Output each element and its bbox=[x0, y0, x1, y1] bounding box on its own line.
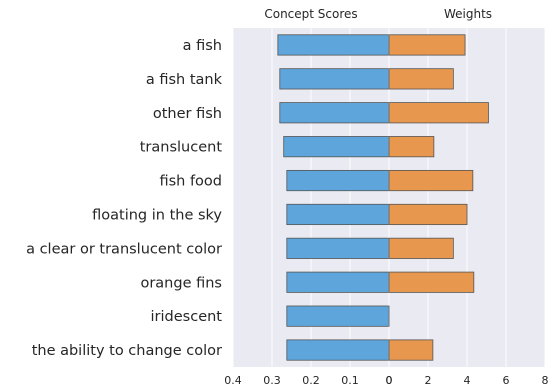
weight-x-tick-label: 2 bbox=[425, 374, 432, 387]
category-label: translucent bbox=[140, 140, 223, 156]
category-label: the ability to change color bbox=[32, 343, 222, 359]
weight-bar bbox=[388, 237, 454, 259]
concept-score-x-tick-label: 0.1 bbox=[341, 374, 359, 387]
weight-x-tick-label: 8 bbox=[542, 374, 549, 387]
left-panel-title: Concept Scores bbox=[264, 7, 357, 21]
concept-score-bar bbox=[286, 203, 390, 226]
category-label: a fish bbox=[183, 38, 222, 54]
category-label: orange fins bbox=[140, 275, 222, 291]
category-label: iridescent bbox=[151, 309, 223, 325]
weight-bar bbox=[388, 271, 475, 293]
weight-bar bbox=[388, 68, 454, 90]
concept-score-bar bbox=[286, 305, 390, 327]
weight-x-tick-label: 4 bbox=[464, 374, 471, 387]
weight-bar bbox=[388, 339, 434, 361]
category-label: a fish tank bbox=[146, 72, 223, 88]
right-panel-title: Weights bbox=[444, 7, 492, 21]
category-label: other fish bbox=[153, 106, 222, 122]
weight-x-tick-label: 6 bbox=[503, 374, 510, 387]
concept-score-x-tick-label: 0.2 bbox=[302, 374, 320, 387]
concept-score-x-tick-label: 0.4 bbox=[224, 374, 242, 387]
weight-bar bbox=[388, 136, 435, 158]
category-label: floating in the sky bbox=[92, 207, 222, 223]
category-labels: a fish a fish tank other fish translucent fi… bbox=[26, 38, 223, 359]
concept-score-bar bbox=[286, 169, 390, 192]
weight-bar bbox=[388, 34, 466, 56]
concept-score-bar bbox=[283, 136, 390, 158]
concept-score-bar bbox=[286, 271, 390, 293]
category-label: a clear or translucent color bbox=[26, 241, 222, 257]
weights-panel: 0 2 4 6 8 bbox=[386, 28, 549, 387]
concept-score-bar bbox=[279, 102, 390, 124]
concept-score-x-tick-label: 0 bbox=[386, 374, 393, 387]
concept-scores-panel: 0.4 0.3 0.2 0.1 0 bbox=[224, 28, 393, 387]
weight-bar bbox=[388, 203, 468, 226]
concept-score-bar bbox=[286, 237, 390, 259]
category-label: fish food bbox=[159, 174, 222, 190]
concept-score-bar bbox=[279, 68, 390, 90]
concept-score-bar bbox=[277, 34, 390, 56]
weight-bar bbox=[388, 102, 489, 124]
weight-x-tick-label: 0 bbox=[386, 374, 393, 387]
weight-bar bbox=[388, 169, 474, 192]
concept-score-bar bbox=[286, 339, 390, 361]
concept-score-x-tick-label: 0.3 bbox=[263, 374, 281, 387]
